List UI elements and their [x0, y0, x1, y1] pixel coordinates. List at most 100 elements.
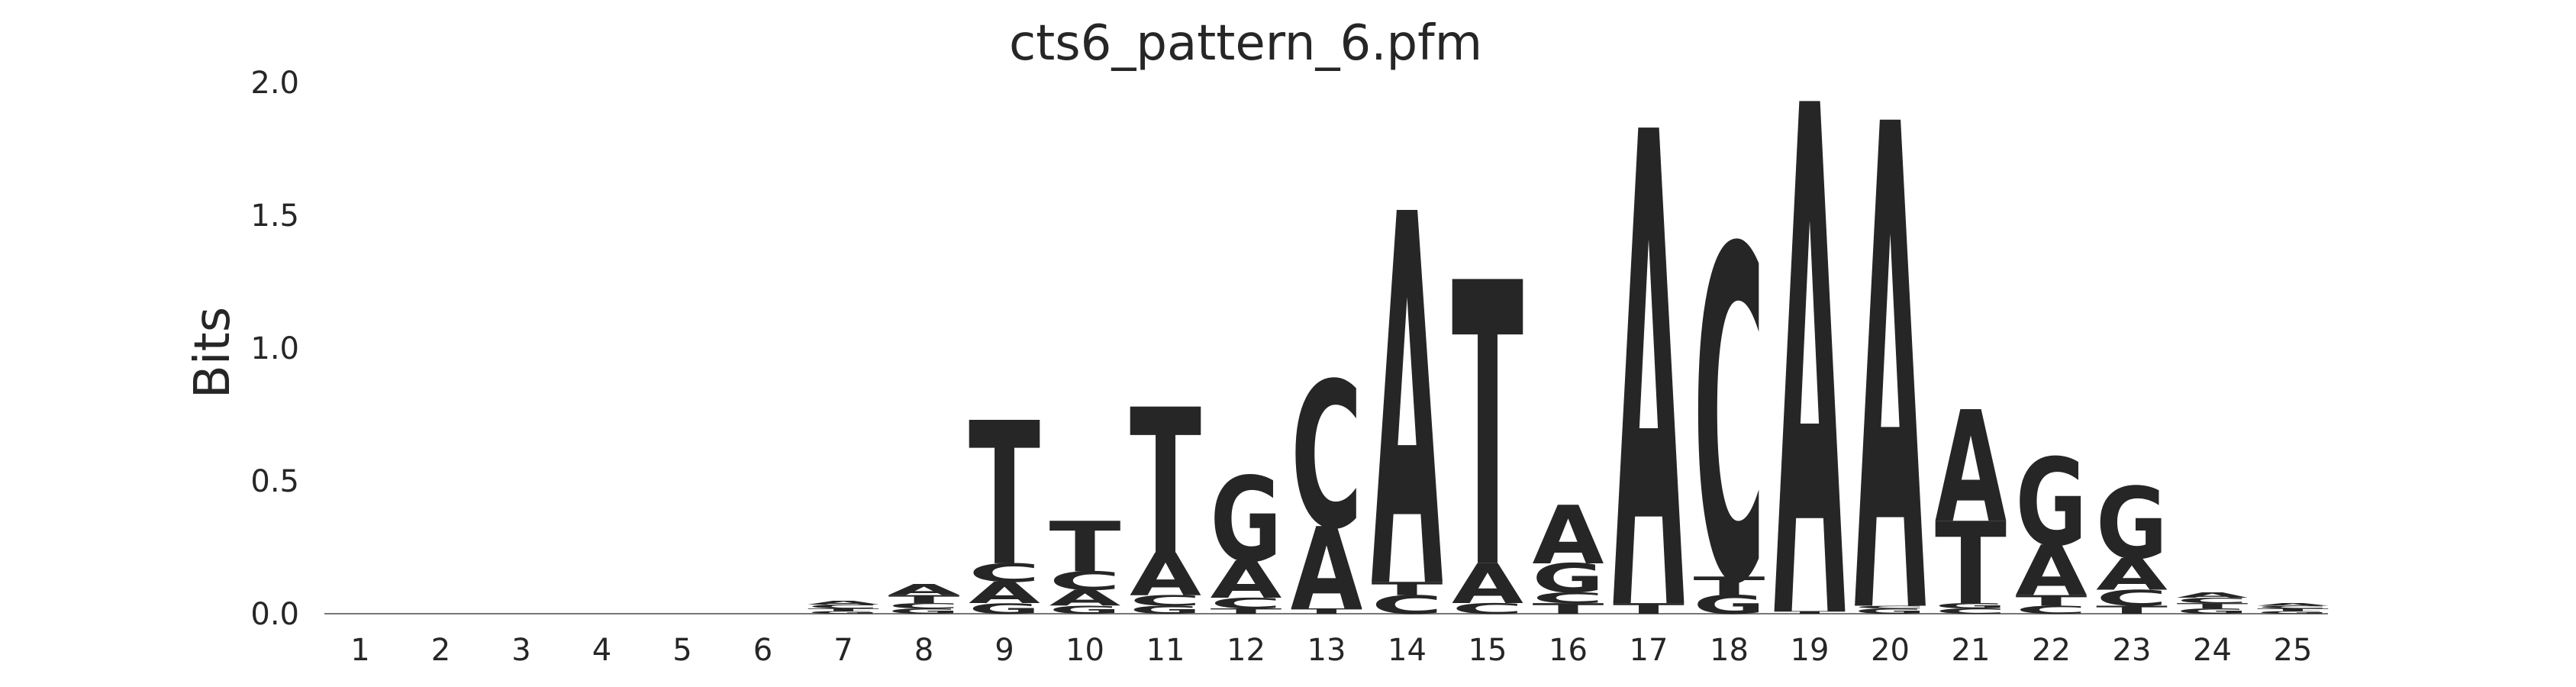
x-tick-label: 19 — [1791, 633, 1830, 668]
x-tick-label: 20 — [1871, 633, 1910, 668]
y-axis-ticks: 0.0 0.5 1.0 1.5 2.0 — [250, 66, 299, 632]
x-tick-label: 5 — [672, 633, 692, 668]
x-tick-label: 9 — [995, 633, 1014, 668]
x-tick-label: 11 — [1146, 633, 1185, 668]
logo-letter-C: C — [969, 559, 1040, 589]
logo-letter-A: A — [1533, 489, 1604, 582]
x-tick-label: 24 — [2193, 633, 2232, 668]
logo-letter-A: A — [1935, 379, 2007, 557]
logo-letter-T: T — [2177, 602, 2249, 610]
logo-letter-T: T — [1291, 607, 1363, 615]
x-tick-label: 18 — [1710, 633, 1749, 668]
logo-letter-C: C — [1372, 590, 1443, 620]
logo-letter-G: G — [2016, 434, 2088, 573]
logo-letter-C: C — [1291, 340, 1362, 573]
logo-letter-A: A — [1372, 109, 1444, 687]
logo-letter-A: A — [1211, 551, 1282, 611]
logo-letter-T: T — [808, 608, 879, 612]
logo-letter-G: G — [1130, 604, 1201, 617]
y-axis-label: Bits — [185, 307, 241, 398]
logo-letter-G: G — [1855, 607, 1926, 615]
x-tick-label: 22 — [2032, 633, 2071, 668]
x-tick-label: 12 — [1227, 633, 1265, 668]
y-tick-label: 1.0 — [250, 331, 299, 366]
logo-letter-G: G — [1935, 602, 2007, 610]
logo-letter-A: A — [2257, 602, 2329, 607]
logo-letter-T: T — [1532, 601, 1604, 618]
logo-letter-A: A — [2177, 591, 2249, 599]
y-tick-label: 1.5 — [250, 198, 299, 234]
logo-letter-C: C — [1854, 605, 1926, 610]
logo-letter-T: T — [1774, 611, 1846, 615]
y-tick-label: 0.0 — [250, 597, 299, 632]
logo-letter-T: T — [1452, 202, 1524, 656]
x-tick-label: 4 — [592, 633, 611, 668]
logo-letter-A: A — [1130, 541, 1202, 609]
x-tick-label: 13 — [1307, 633, 1346, 668]
x-tick-label: 21 — [1952, 633, 1991, 668]
x-tick-label: 14 — [1388, 633, 1427, 668]
x-tick-label: 7 — [833, 633, 853, 668]
y-tick-label: 0.5 — [250, 464, 299, 499]
logo-letter-C: C — [1935, 607, 2007, 615]
logo-letter-A: A — [2016, 532, 2088, 612]
logo-letter-C: C — [1130, 592, 1201, 609]
logo-letter-C: C — [1694, 153, 1765, 685]
x-tick-label: 10 — [1066, 633, 1104, 668]
logo-letter-C: C — [1211, 595, 1282, 611]
x-tick-label: 15 — [1469, 633, 1507, 668]
logo-letter-A: A — [1049, 585, 1121, 611]
logo-letter-T: T — [2257, 608, 2329, 612]
chart-title: cts6_pattern_6.pfm — [1009, 15, 1482, 72]
x-tick-label: 17 — [1630, 633, 1668, 668]
logo-letter-T: T — [1935, 498, 2007, 630]
logo-letter-G: G — [2177, 607, 2249, 615]
logo-letter-G: G — [969, 601, 1040, 618]
logo-letter-A: A — [2096, 550, 2168, 600]
logo-letter-T: T — [2015, 592, 2087, 609]
logo-letter-T: T — [888, 593, 960, 606]
x-tick-label: 2 — [431, 633, 450, 668]
x-tick-label: 8 — [914, 633, 933, 668]
logo-letter-T: T — [1694, 572, 1765, 602]
logo-letter-C: C — [888, 602, 960, 610]
logo-letter-C: C — [808, 603, 879, 609]
y-tick-label: 2.0 — [250, 66, 299, 101]
x-tick-label: 1 — [350, 633, 369, 668]
logo-letter-A: A — [1855, 0, 1927, 687]
logo-letter-C: C — [1049, 566, 1121, 596]
logo-letter-G: G — [2257, 611, 2329, 615]
x-tick-label: 23 — [2113, 633, 2152, 668]
x-axis-ticks: 1 2 3 4 5 6 7 8 9 10 11 12 13 14 15 16 17 18 19 20 21 22 23 24 2… — [350, 633, 2312, 668]
logo-letter-G: G — [1533, 556, 1604, 602]
logo-letter-G: G — [1049, 604, 1121, 617]
logo-letter-T: T — [1049, 507, 1121, 588]
x-tick-label: 25 — [2274, 633, 2313, 668]
logo-letter-C: C — [2015, 604, 2087, 617]
logo-letter-A: A — [1613, 0, 1685, 687]
logo-letter-A: A — [808, 599, 880, 605]
x-tick-label: 6 — [753, 633, 772, 668]
logo-letter-A: A — [1291, 503, 1362, 635]
logo-letter-A: A — [888, 582, 960, 598]
logo-letter-C: C — [2177, 596, 2249, 605]
x-tick-label: 3 — [511, 633, 530, 668]
logo-letter-T: T — [1211, 607, 1283, 615]
logo-letter-C: C — [1452, 600, 1523, 617]
logo-letter-C: C — [1533, 589, 1604, 606]
logo-letter-T: T — [969, 380, 1040, 610]
logo-letter-G: G — [1694, 590, 1765, 620]
logo-letter-C: C — [2257, 605, 2329, 610]
logo-letter-G: G — [2096, 466, 2168, 581]
logo-letter-T: T — [1372, 579, 1443, 600]
logo-letter-A: A — [1452, 552, 1523, 616]
logo-letter-A: A — [1774, 0, 1846, 687]
logo-letter-G: G — [888, 607, 960, 615]
logo-letter-T: T — [1130, 367, 1201, 601]
logo-letter-T: T — [1613, 601, 1685, 618]
logo-letter-G: G — [1211, 453, 1282, 589]
logo-letter-C: C — [2096, 585, 2168, 611]
x-tick-label: 16 — [1549, 633, 1588, 668]
